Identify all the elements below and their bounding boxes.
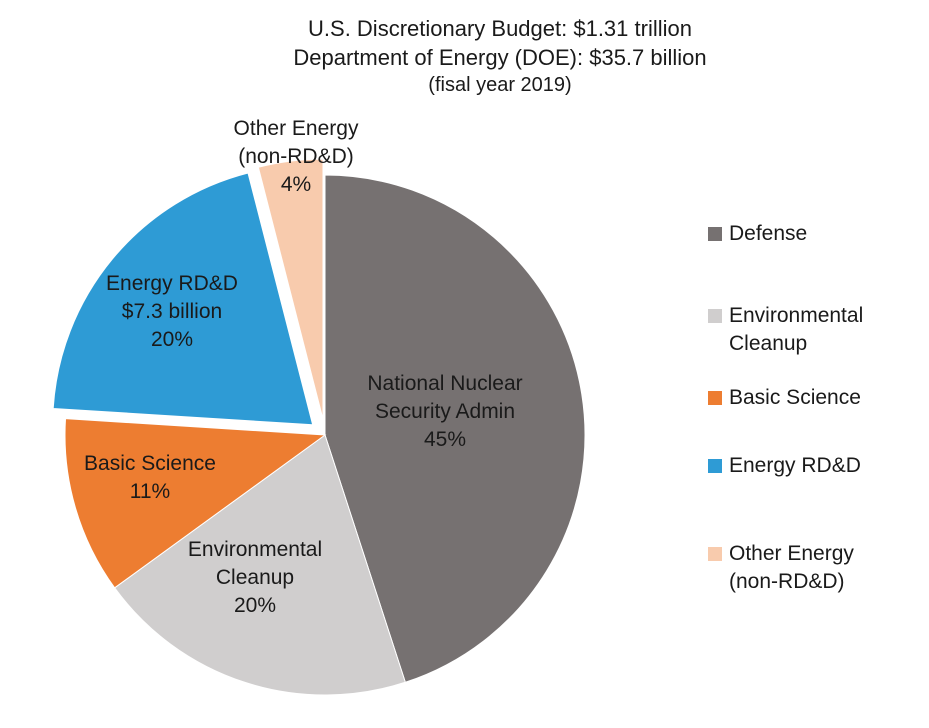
legend-item-energy-rdd: Energy RD&D [708,452,861,480]
legend-label-basic-science: Basic Science [729,386,861,409]
pie-slice-other-energy-non-rd-d [257,158,324,420]
slice-label-environmental-cleanup: Environmental Cleanup 20% [187,538,323,617]
legend-item-other-energy: Other Energy (non-RD&D) [708,540,854,596]
slice-label-energy-rdd: Energy RD&D $7.3 billion 20% [106,272,238,351]
pie-slice-national-nuclear-security-admin [324,174,586,683]
pie-slice-energy-rd-d [52,172,314,426]
legend-swatch-basic-science [708,391,722,405]
legend-swatch-environmental-cleanup [708,309,722,323]
legend-label-defense: Defense [729,222,808,245]
legend-item-basic-science: Basic Science [708,384,861,412]
slice-label-other-energy: Other Energy (non-RD&D) 4% [233,117,359,196]
legend-label-energy-rdd: Energy RD&D [729,454,861,477]
chart-title-line-3: (fisal year 2019) [428,74,572,96]
legend-swatch-defense [708,227,722,241]
legend-swatch-other-energy [708,547,722,561]
legend-item-defense: Defense [708,220,807,248]
chart-title-line-1: U.S. Discretionary Budget: $1.31 trillio… [308,16,692,41]
chart-title: U.S. Discretionary Budget: $1.31 trillio… [293,14,706,99]
legend-label-other-energy: Other Energy (non-RD&D) [729,542,854,593]
legend-item-environmental-cleanup: Environmental Cleanup [708,302,863,358]
pie-slice-basic-science [64,418,327,589]
slice-label-basic-science: Basic Science 11% [84,452,216,503]
legend-swatch-energy-rdd [708,459,722,473]
slice-label-national-nuclear-security-admin: National Nuclear Security Admin 45% [367,372,523,451]
pie-slice-environmental-cleanup [113,434,406,696]
chart-title-line-2: Department of Energy (DOE): $35.7 billio… [293,45,707,70]
legend-label-environmental-cleanup: Environmental Cleanup [729,304,864,355]
